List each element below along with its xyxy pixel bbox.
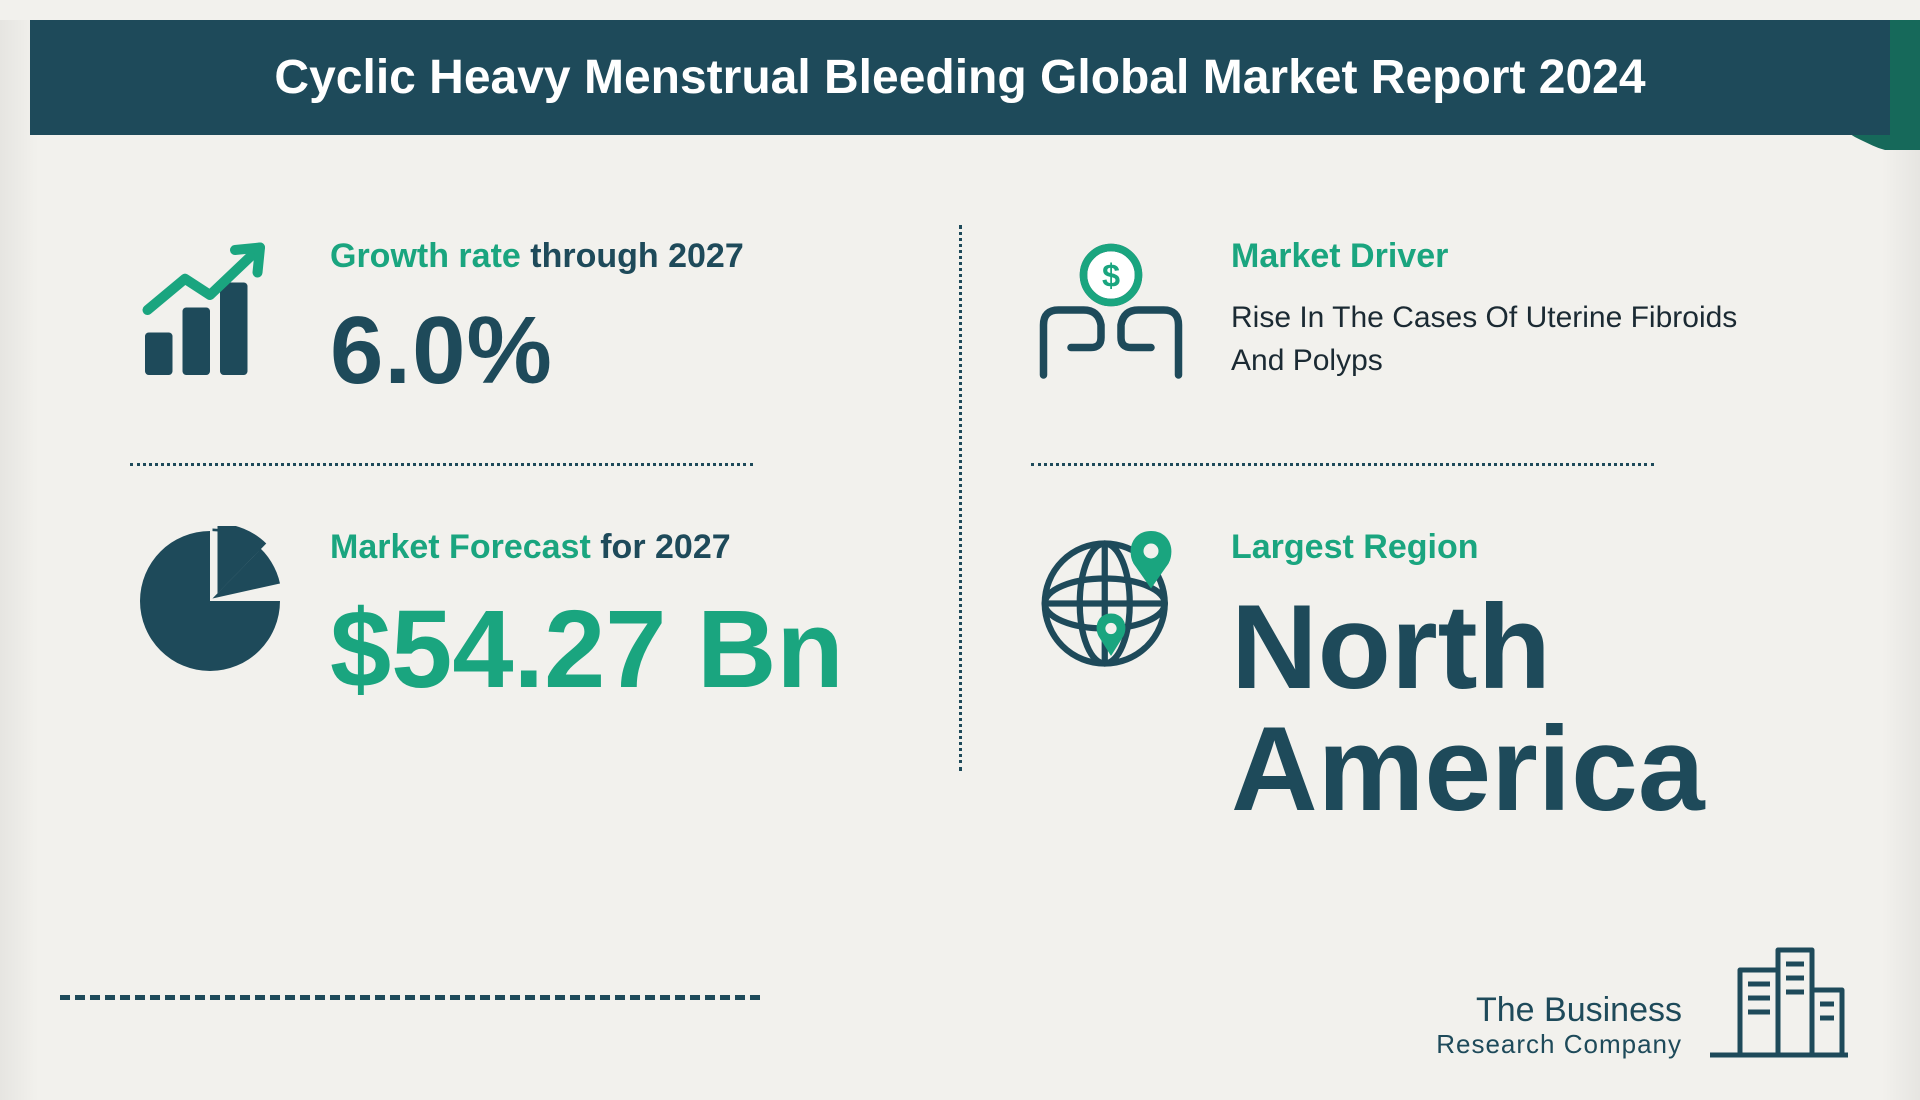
region-label: Largest Region — [1231, 526, 1790, 569]
forecast-label: Market Forecast for 2027 — [330, 526, 889, 569]
bottom-dash-line — [60, 995, 760, 1000]
driver-text: Rise In The Cases Of Uterine Fibroids An… — [1231, 296, 1790, 383]
report-title: Cyclic Heavy Menstrual Bleeding Global M… — [274, 51, 1645, 104]
pie-chart-icon — [130, 526, 290, 676]
growth-label-rest: through 2027 — [521, 237, 744, 275]
region-value: North America — [1231, 586, 1790, 831]
report-title-bar: Cyclic Heavy Menstrual Bleeding Global M… — [30, 20, 1890, 135]
region-label-text: Largest Region — [1231, 528, 1478, 566]
forecast-amount: $54.27 — [330, 588, 666, 711]
region-line2: America — [1231, 702, 1705, 836]
buildings-icon — [1700, 940, 1850, 1060]
growth-label: Growth rate through 2027 — [330, 235, 889, 278]
region-line1: North — [1231, 580, 1551, 714]
brand-text: The Business Research Company — [1436, 991, 1682, 1060]
forecast-label-rest: for 2027 — [591, 528, 731, 566]
forecast-value: $54.27 Bn — [330, 586, 889, 713]
driver-cell: $ Market Driver Rise In The Cases Of Ute… — [1021, 205, 1800, 466]
growth-cell: Growth rate through 2027 6.0% — [120, 205, 899, 466]
driver-label-text: Market Driver — [1231, 237, 1448, 275]
growth-value: 6.0% — [330, 296, 889, 406]
forecast-unit: Bn — [666, 588, 843, 711]
vertical-separator — [959, 225, 962, 771]
region-cell: Largest Region North America — [1021, 466, 1800, 891]
forecast-label-strong: Market Forecast — [330, 528, 591, 566]
globe-pins-icon — [1031, 526, 1191, 676]
brand-line2: Research Company — [1436, 1030, 1682, 1060]
driver-label: Market Driver — [1231, 235, 1790, 278]
hands-coin-icon: $ — [1031, 235, 1191, 385]
brand-line1: The Business — [1436, 991, 1682, 1030]
forecast-cell: Market Forecast for 2027 $54.27 Bn — [120, 466, 899, 891]
svg-text:$: $ — [1102, 257, 1120, 293]
growth-label-strong: Growth rate — [330, 237, 521, 275]
growth-chart-icon — [130, 235, 290, 385]
brand-logo: The Business Research Company — [1436, 940, 1850, 1060]
info-grid: Growth rate through 2027 6.0% $ — [0, 135, 1920, 931]
